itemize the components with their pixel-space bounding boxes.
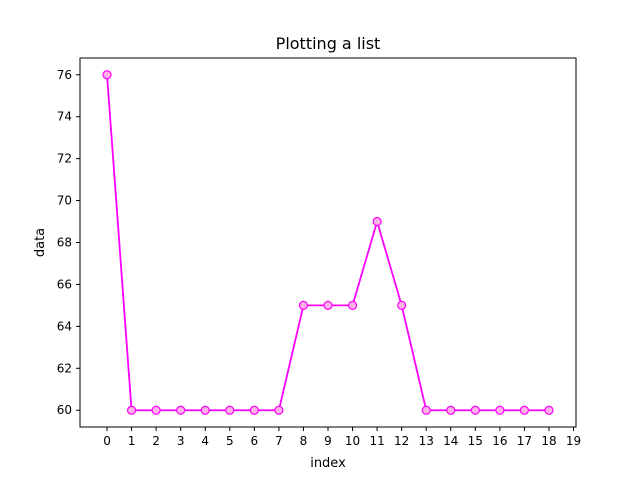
y-axis: 60 62 64 66 68 70 72 74 76 bbox=[57, 68, 80, 417]
data-point bbox=[421, 405, 431, 415]
y-tick-label: 64 bbox=[57, 319, 72, 333]
data-point bbox=[470, 405, 480, 415]
x-tick-label: 13 bbox=[419, 434, 434, 448]
x-tick-label: 16 bbox=[492, 434, 507, 448]
y-tick-label: 62 bbox=[57, 361, 72, 375]
data-point bbox=[495, 405, 505, 415]
data-point bbox=[446, 405, 456, 415]
x-tick-label: 8 bbox=[300, 434, 308, 448]
x-tick-label: 12 bbox=[394, 434, 409, 448]
x-axis-label: index bbox=[310, 456, 346, 471]
data-point bbox=[151, 405, 161, 415]
x-tick-label: 17 bbox=[517, 434, 532, 448]
chart-title: Plotting a list bbox=[276, 34, 381, 53]
y-tick-label: 76 bbox=[57, 68, 72, 82]
data-point bbox=[519, 405, 530, 415]
data-point bbox=[126, 405, 137, 415]
x-tick-label: 11 bbox=[369, 434, 384, 448]
data-point bbox=[347, 300, 358, 310]
data-point bbox=[102, 70, 112, 80]
data-point bbox=[323, 300, 333, 310]
data-point bbox=[298, 300, 309, 310]
y-tick-label: 66 bbox=[57, 277, 72, 291]
data-point bbox=[225, 405, 235, 415]
y-axis-label: data bbox=[33, 228, 48, 257]
x-tick-label: 1 bbox=[128, 434, 136, 448]
data-point bbox=[372, 216, 382, 227]
x-tick-label: 3 bbox=[177, 434, 185, 448]
x-tick-label: 5 bbox=[226, 434, 234, 448]
data-point bbox=[544, 405, 554, 415]
data-point bbox=[397, 300, 407, 310]
y-tick-label: 60 bbox=[57, 403, 72, 417]
data-point bbox=[200, 405, 210, 415]
y-tick-label: 72 bbox=[57, 152, 72, 166]
x-tick-label: 19 bbox=[566, 434, 581, 448]
data-point bbox=[274, 405, 284, 415]
y-tick-label: 70 bbox=[57, 194, 72, 208]
plot-frame bbox=[79, 57, 577, 428]
y-tick-label: 74 bbox=[57, 110, 72, 124]
data-point bbox=[249, 405, 259, 415]
x-tick-label: 2 bbox=[152, 434, 160, 448]
x-tick-label: 4 bbox=[201, 434, 209, 448]
series-layer bbox=[102, 70, 554, 415]
x-tick-label: 6 bbox=[251, 434, 259, 448]
x-tick-label: 9 bbox=[324, 434, 332, 448]
plot-area bbox=[80, 58, 576, 427]
x-tick-label: 15 bbox=[468, 434, 483, 448]
x-tick-label: 0 bbox=[103, 434, 111, 448]
x-tick-label: 14 bbox=[443, 434, 458, 448]
x-axis: 0 1 2 3 4 5 6 7 8 9 10 11 12 13 14 15 16 17 18 19 bbox=[103, 427, 581, 448]
x-tick-label: 10 bbox=[345, 434, 360, 448]
x-tick-label: 7 bbox=[275, 434, 283, 448]
data-point bbox=[176, 405, 186, 415]
x-tick-label: 18 bbox=[541, 434, 556, 448]
y-tick-label: 68 bbox=[57, 236, 72, 250]
